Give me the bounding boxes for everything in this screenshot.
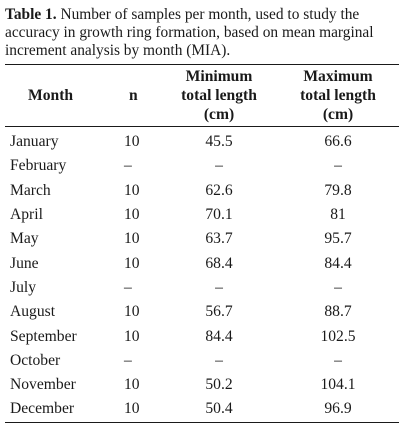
- table-row: November 10 50.2 104.1: [5, 373, 399, 397]
- table-row: February – – –: [5, 154, 399, 178]
- cell-minimum-total-length: 68.4: [205, 254, 233, 272]
- cell-month: July: [10, 278, 36, 296]
- table-row: May 10 63.7 95.7: [5, 227, 399, 251]
- cell-n: –: [124, 351, 132, 369]
- header-n: n: [129, 87, 138, 104]
- cell-n: –: [124, 157, 132, 175]
- cell-minimum-total-length: 63.7: [205, 230, 233, 248]
- cell-n: 10: [124, 254, 140, 272]
- cell-minimum-total-length: 70.1: [205, 206, 233, 224]
- samples-table: Month n Minimum total length (cm) Maximu…: [5, 65, 399, 422]
- table-header-rule: [5, 126, 399, 127]
- cell-minimum-total-length: 62.6: [205, 181, 233, 199]
- table-row: April 10 70.1 81: [5, 203, 399, 227]
- cell-minimum-total-length: 50.4: [205, 400, 233, 418]
- cell-maximum-total-length: –: [334, 157, 342, 175]
- table-row: October – – –: [5, 349, 399, 373]
- cell-maximum-total-length: 102.5: [320, 327, 356, 345]
- table-row: January 10 45.5 66.6: [5, 127, 399, 154]
- cell-maximum-total-length: 95.7: [324, 230, 352, 248]
- table-bottom-rule: [5, 421, 399, 423]
- header-min-line-2: total length: [181, 87, 257, 104]
- cell-month: August: [10, 303, 56, 321]
- cell-maximum-total-length: 96.9: [324, 400, 352, 418]
- header-minimum-total-length: Minimum total length (cm): [161, 65, 277, 126]
- cell-month: February: [10, 157, 67, 175]
- header-maximum-total-length: Maximum total length (cm): [277, 65, 399, 126]
- cell-maximum-total-length: –: [334, 278, 342, 296]
- cell-minimum-total-length: –: [215, 351, 223, 369]
- table-row: December 10 50.4 96.9: [5, 397, 399, 421]
- cell-maximum-total-length: 66.6: [324, 133, 352, 151]
- cell-maximum-total-length: 79.8: [324, 181, 352, 199]
- cell-n: 10: [124, 327, 140, 345]
- header-max-line-1: Maximum: [303, 68, 373, 85]
- cell-maximum-total-length: –: [334, 351, 342, 369]
- header-min-line-1: Minimum: [185, 68, 253, 85]
- table-row: July – – –: [5, 276, 399, 300]
- cell-n: 10: [124, 181, 140, 199]
- cell-minimum-total-length: –: [215, 157, 223, 175]
- cell-n: 10: [124, 206, 140, 224]
- cell-month: September: [10, 327, 77, 345]
- cell-n: 10: [124, 400, 140, 418]
- cell-minimum-total-length: –: [215, 278, 223, 296]
- cell-maximum-total-length: 84.4: [324, 254, 352, 272]
- table-row: September 10 84.4 102.5: [5, 324, 399, 348]
- cell-month: January: [10, 133, 59, 151]
- cell-minimum-total-length: 56.7: [205, 303, 233, 321]
- table-caption-label: Table 1.: [5, 6, 57, 23]
- cell-n: 10: [124, 133, 140, 151]
- cell-month: November: [10, 376, 76, 394]
- table-header: Month n Minimum total length (cm) Maximu…: [5, 65, 399, 127]
- cell-n: –: [124, 278, 132, 296]
- cell-month: June: [10, 254, 39, 272]
- cell-n: 10: [124, 230, 140, 248]
- cell-maximum-total-length: 81: [330, 206, 346, 224]
- table-caption: Table 1. Number of samples per month, us…: [5, 6, 399, 60]
- cell-maximum-total-length: 104.1: [320, 376, 356, 394]
- table-caption-text: Number of samples per month, used to stu…: [5, 6, 374, 59]
- cell-maximum-total-length: 88.7: [324, 303, 352, 321]
- cell-month: December: [10, 400, 75, 418]
- cell-n: 10: [124, 303, 140, 321]
- cell-minimum-total-length: 50.2: [205, 376, 233, 394]
- header-row: Month n Minimum total length (cm) Maximu…: [5, 65, 399, 126]
- header-month: Month: [28, 87, 74, 104]
- table-body: January 10 45.5 66.6 February – – – March 10 62.6 7…: [5, 127, 399, 422]
- header-max-line-2: total length: [300, 87, 376, 104]
- cell-month: October: [10, 351, 61, 369]
- table-top-rule: [5, 64, 399, 65]
- table-row: June 10 68.4 84.4: [5, 251, 399, 275]
- cell-month: May: [10, 230, 39, 248]
- cell-minimum-total-length: 45.5: [205, 133, 233, 151]
- cell-minimum-total-length: 84.4: [205, 327, 233, 345]
- header-min-line-3: (cm): [203, 106, 235, 123]
- cell-month: April: [10, 206, 43, 224]
- cell-n: 10: [124, 376, 140, 394]
- header-max-line-3: (cm): [322, 106, 354, 123]
- table-row: August 10 56.7 88.7: [5, 300, 399, 324]
- table-row: March 10 62.6 79.8: [5, 179, 399, 203]
- cell-month: March: [10, 181, 51, 199]
